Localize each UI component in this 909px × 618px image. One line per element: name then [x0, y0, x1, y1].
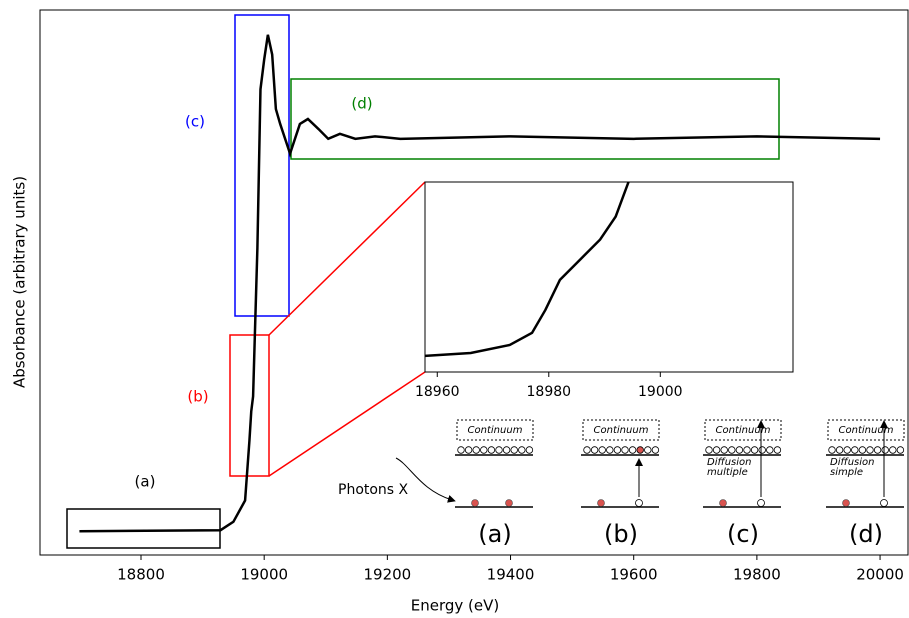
electron	[743, 446, 751, 454]
diagrams: Continuum (a) Continuum (b) Continuum Diffusi…	[455, 419, 905, 548]
electron	[644, 446, 652, 454]
electron	[472, 446, 480, 454]
continuum-box	[704, 419, 782, 441]
region-box	[234, 14, 290, 317]
diagram-note: Diffusion	[707, 457, 751, 468]
electron	[583, 446, 591, 454]
region-box	[66, 508, 221, 549]
x-tick-label: 19200	[363, 566, 411, 584]
y-axis-label: Absorbance (arbitrary units)	[11, 176, 29, 388]
electron	[896, 446, 905, 454]
electron	[750, 446, 759, 454]
electron	[487, 446, 496, 454]
region-boxes	[66, 14, 780, 549]
continuum-box	[582, 419, 660, 441]
electron	[858, 446, 867, 454]
inset-frame	[424, 181, 794, 373]
electron	[480, 446, 488, 454]
x-tick-label: 19600	[610, 566, 658, 584]
x-tick-label: 18980	[527, 384, 572, 400]
zoom-line	[268, 181, 426, 336]
region-box	[290, 78, 780, 160]
x-axis-label: Energy (eV)	[411, 597, 499, 615]
electron	[712, 446, 721, 454]
electron	[518, 446, 526, 454]
region-label: (b)	[187, 388, 208, 406]
diagram-note: multiple	[707, 467, 748, 478]
core-electron	[471, 499, 479, 507]
region-label: (d)	[351, 95, 372, 113]
core-hole	[757, 499, 765, 507]
electron	[758, 446, 766, 454]
electron	[843, 446, 851, 454]
diagram-label: (c)	[727, 520, 759, 548]
continuum-box	[456, 419, 534, 441]
electron	[881, 446, 889, 454]
electron	[766, 446, 774, 454]
electron	[828, 446, 836, 454]
electron	[651, 446, 660, 454]
x-tick-label: 20000	[856, 566, 904, 584]
electron	[495, 446, 503, 454]
electron	[606, 446, 614, 454]
x-tick-label: 19400	[487, 566, 535, 584]
electron	[502, 446, 511, 454]
core-electron	[505, 499, 513, 507]
electron	[873, 446, 882, 454]
photons-label: Photons X	[338, 482, 409, 498]
electron	[720, 446, 728, 454]
diagram-label: (b)	[604, 520, 638, 548]
diagram-note: simple	[830, 467, 863, 478]
continuum-label: Continuum	[594, 425, 649, 436]
core-electron	[597, 499, 605, 507]
zoom-line	[268, 371, 426, 477]
region-box	[229, 334, 270, 477]
continuum-label: Continuum	[468, 425, 523, 436]
core-electron	[719, 499, 727, 507]
main-frame	[39, 9, 909, 556]
core-hole	[880, 499, 888, 507]
region-label: (a)	[135, 473, 156, 491]
x-tick-label: 18960	[415, 384, 460, 400]
line-series	[79, 34, 881, 533]
electron	[735, 446, 744, 454]
electron	[728, 446, 736, 454]
line-series	[425, 182, 630, 358]
electron	[773, 446, 782, 454]
diagram-label: (d)	[849, 520, 883, 548]
electron	[889, 446, 897, 454]
electron	[851, 446, 859, 454]
continuum-label: Continuum	[716, 425, 771, 436]
electron	[705, 446, 713, 454]
electron	[464, 446, 473, 454]
electron	[628, 446, 637, 454]
x-tick-label: 18800	[117, 566, 165, 584]
electron	[590, 446, 599, 454]
electron	[866, 446, 874, 454]
electron	[525, 446, 534, 454]
electron	[835, 446, 844, 454]
core-electron	[842, 499, 850, 507]
electron	[613, 446, 622, 454]
electron	[636, 446, 644, 454]
electron	[621, 446, 629, 454]
electron	[598, 446, 606, 454]
diagram-label: (a)	[478, 520, 511, 548]
x-tick-label: 19000	[240, 566, 288, 584]
region-labels: (a) (b) (c) (d)	[135, 95, 373, 491]
photon-arrow	[395, 457, 456, 503]
core-hole	[635, 499, 643, 507]
region-label: (c)	[185, 113, 205, 131]
diagram-note: Diffusion	[830, 457, 874, 468]
electron	[457, 446, 465, 454]
electron	[510, 446, 518, 454]
continuum-box	[827, 419, 905, 441]
x-tick-label: 19000	[638, 384, 683, 400]
continuum-label: Continuum	[839, 425, 894, 436]
x-tick-label: 19800	[733, 566, 781, 584]
